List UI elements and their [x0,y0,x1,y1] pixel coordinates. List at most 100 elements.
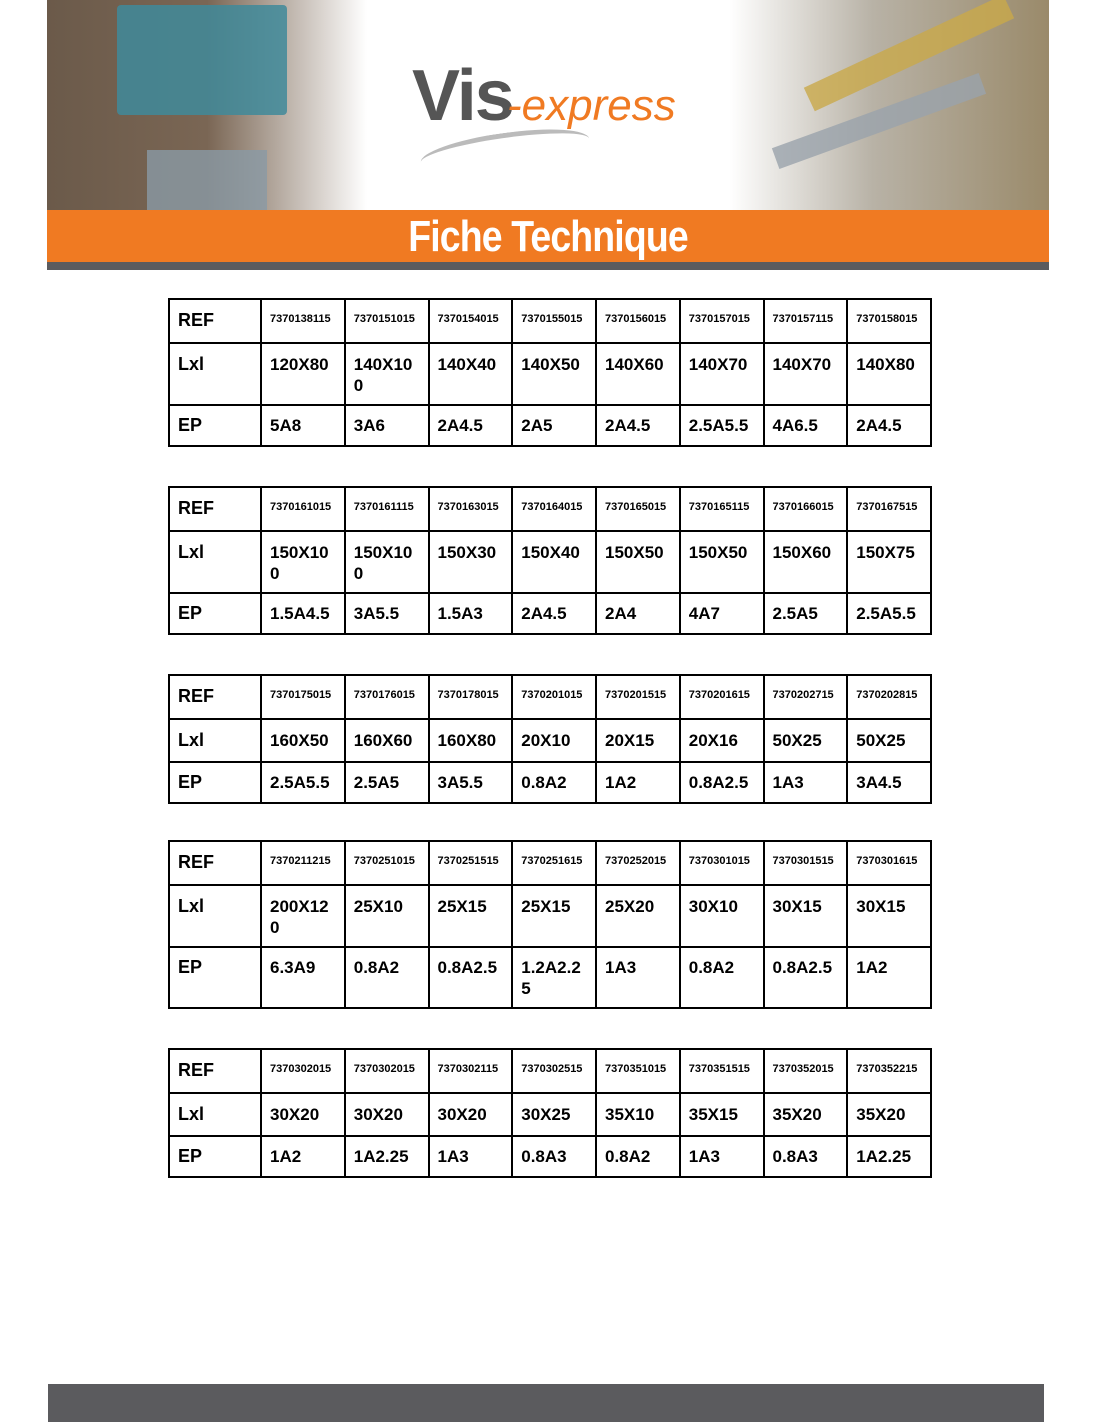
cell-lxl: 35X20 [846,1092,932,1137]
cell-lxl: 30X25 [511,1092,597,1137]
cell-lxl: 25X20 [595,884,681,948]
row-label: EP [168,592,262,635]
cell-ref: 7370138115 [260,298,346,344]
cell-ref: 7370301615 [846,840,932,886]
cell-ref: 7370164015 [511,486,597,532]
table-row-lxl: Lxl 150X100 150X100 150X30 150X40 150X50 150X5… [168,530,932,594]
header-banner: Vis -express [47,0,1049,210]
cell-ref: 7370151015 [343,298,430,344]
table-row-lxl: Lxl 160X50 160X60 160X80 20X10 20X15 20X16 50X2… [168,718,932,763]
cell-lxl: 160X60 [343,718,430,763]
cell-ref: 7370157115 [762,298,849,344]
table-row-ref: REF 7370161015 7370161115 7370163015 7370164… [168,486,932,532]
table-row-lxl: Lxl 200X120 25X10 25X15 25X15 25X20 30X10 30X15… [168,884,932,948]
cell-ep: 0.8A2 [595,1135,681,1178]
row-label: EP [168,1135,262,1178]
cell-ep: 0.8A3 [511,1135,597,1178]
cell-ref: 7370302515 [511,1048,597,1094]
row-label: EP [168,404,262,447]
cell-lxl: 200X120 [260,884,346,948]
cell-lxl: 30X20 [427,1092,514,1137]
cell-ep: 3A6 [343,404,430,447]
cell-lxl: 50X25 [762,718,849,763]
cell-lxl: 140X80 [846,342,932,406]
table-row-ep: EP 5A8 3A6 2A4.5 2A5 2A4.5 2.5A5.5 4A6.5 2A4.5 [168,404,932,447]
cell-ep: 1A2.25 [846,1135,932,1178]
row-label: REF [168,674,262,720]
cell-lxl: 50X25 [846,718,932,763]
row-label: Lxl [168,884,262,948]
table-row-ref: REF 7370302015 7370302015 7370302115 7370302… [168,1048,932,1094]
cell-ep: 2.5A5 [343,761,430,804]
cell-ep: 2A5 [511,404,597,447]
cell-ep: 1A2 [260,1135,346,1178]
cell-ep: 1.5A4.5 [260,592,346,635]
cell-ep: 5A8 [260,404,346,447]
cell-lxl: 20X16 [678,718,765,763]
row-label: Lxl [168,342,262,406]
cell-lxl: 150X100 [260,530,346,594]
screws-photo [729,0,1049,210]
cell-ref: 7370167515 [846,486,932,532]
cell-ep: 2A4.5 [511,592,597,635]
cell-ep: 2A4 [595,592,681,635]
cell-ref: 7370211215 [260,840,346,886]
cell-lxl: 150X100 [343,530,430,594]
cell-lxl: 30X20 [260,1092,346,1137]
cell-ref: 7370158015 [846,298,932,344]
cell-lxl: 30X15 [762,884,849,948]
cell-ep: 2.5A5.5 [260,761,346,804]
cell-lxl: 150X40 [511,530,597,594]
cell-lxl: 140X70 [762,342,849,406]
cell-ep: 3A5.5 [427,761,514,804]
cell-ref: 7370165115 [678,486,765,532]
cell-ref: 7370157015 [678,298,765,344]
cell-ep: 1A3 [427,1135,514,1178]
table-row-ep: EP 1A2 1A2.25 1A3 0.8A3 0.8A2 1A3 0.8A3 1A2.25 [168,1135,932,1178]
table-row-lxl: Lxl 30X20 30X20 30X20 30X25 35X10 35X15 35X20 35… [168,1092,932,1137]
cell-ep: 6.3A9 [260,946,346,1009]
cell-lxl: 35X10 [595,1092,681,1137]
cell-lxl: 20X15 [595,718,681,763]
row-label: Lxl [168,1092,262,1137]
cell-ref: 7370163015 [427,486,514,532]
cell-lxl: 160X80 [427,718,514,763]
cell-ep: 1.5A3 [427,592,514,635]
cell-lxl: 140X50 [511,342,597,406]
cell-ep: 1A2 [846,946,932,1009]
table-row-ref: REF 7370138115 7370151015 7370154015 7370155… [168,298,932,344]
cell-lxl: 140X60 [595,342,681,406]
cell-ep: 0.8A2 [511,761,597,804]
table-row-ep: EP 6.3A9 0.8A2 0.8A2.5 1.2A2.25 1A3 0.8A2 0.8A2… [168,946,932,1009]
cell-lxl: 160X50 [260,718,346,763]
cell-lxl: 30X20 [343,1092,430,1137]
cell-ep: 2.5A5.5 [846,592,932,635]
cell-lxl: 140X40 [427,342,514,406]
cell-ref: 7370302115 [427,1048,514,1094]
cell-lxl: 150X75 [846,530,932,594]
vis-express-logo: Vis -express [412,55,712,180]
cell-ref: 7370165015 [595,486,681,532]
cell-ep: 4A6.5 [762,404,849,447]
cell-ref: 7370352215 [846,1048,932,1094]
cell-ref: 7370202815 [846,674,932,720]
spec-table: REF 7370161015 7370161115 7370163015 7370164… [168,486,932,635]
cell-ep: 2.5A5.5 [678,404,765,447]
cell-ref: 7370176015 [343,674,430,720]
cell-ep: 1A3 [762,761,849,804]
cell-ref: 7370251015 [343,840,430,886]
row-label: Lxl [168,530,262,594]
cell-lxl: 140X100 [343,342,430,406]
cell-ep: 3A4.5 [846,761,932,804]
title-bar: Fiche Technique [47,210,1049,262]
row-label: EP [168,761,262,804]
cell-lxl: 150X60 [762,530,849,594]
cell-ep: 1.2A2.25 [511,946,597,1009]
logo-sub-text: -express [507,81,676,130]
cell-lxl: 35X15 [678,1092,765,1137]
cell-lxl: 25X15 [511,884,597,948]
cell-ref: 7370178015 [427,674,514,720]
cell-ep: 2A4.5 [427,404,514,447]
cell-ep: 4A7 [678,592,765,635]
cell-ref: 7370154015 [427,298,514,344]
